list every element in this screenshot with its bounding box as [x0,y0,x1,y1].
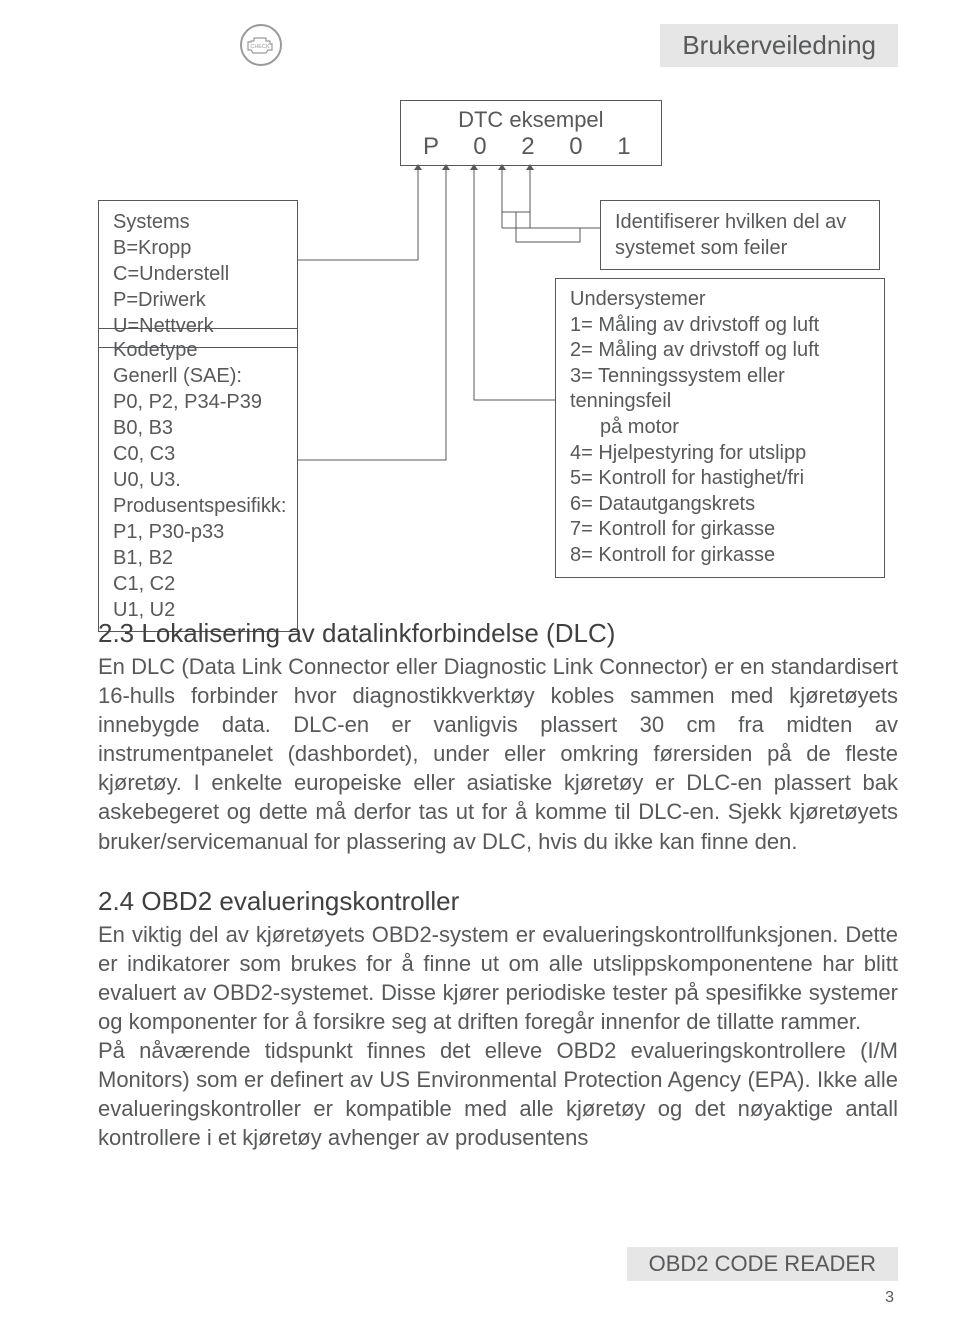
section-2-4-heading: 2.4 OBD2 evalueringskontroller [98,884,898,918]
systems-line: C=Understell [113,261,283,287]
under-line: 2= Måling av drivstoff og luft [570,338,870,364]
kodetype-line: Produsentspesifikk: [113,493,283,519]
kodetype-line: U0, U3. [113,467,283,493]
identifier-box: Identifiserer hvilken del av systemet so… [600,200,880,270]
dtc-title: DTC eksempel [417,107,645,133]
systems-line: B=Kropp [113,235,283,261]
kodetype-line: Generll (SAE): [113,363,283,389]
under-title: Undersystemer [570,287,870,313]
section-2-3-body: En DLC (Data Link Connector eller Diagno… [98,652,898,855]
dtc-digits: P 0 2 0 1 [417,133,645,161]
ident-line: Identifiserer hvilken del av [615,209,865,235]
kodetype-line: B1, B2 [113,545,283,571]
kodetype-line: P0, P2, P34-P39 [113,389,283,415]
under-line: 7= Kontroll for girkasse [570,517,870,543]
page-title: Brukerveiledning [660,24,898,67]
under-line: 5= Kontroll for hastighet/fri [570,466,870,492]
check-engine-icon: CHECK [240,24,282,71]
systems-box: Systems B=Kropp C=Understell P=Driwerk U… [98,200,298,348]
check-label: CHECK [250,44,270,50]
kodetype-box: Kodetype Generll (SAE): P0, P2, P34-P39 … [98,328,298,632]
header-bar: Brukerveiledning [660,24,898,67]
kodetype-line: C0, C3 [113,441,283,467]
kodetype-title: Kodetype [113,337,283,363]
under-line: 4= Hjelpestyring for utslipp [570,441,870,467]
page-number: 3 [885,1289,894,1307]
systems-title: Systems [113,209,283,235]
kodetype-line: C1, C2 [113,571,283,597]
subsystems-box: Undersystemer 1= Måling av drivstoff og … [555,278,885,578]
systems-line: P=Driwerk [113,287,283,313]
section-2-4-body: En viktig del av kjøretøyets OBD2-system… [98,920,898,1152]
section-2-3-heading: 2.3 Lokalisering av datalinkforbindelse … [98,616,898,650]
under-line: 3= Tenningssystem eller tenningsfeil [570,364,870,415]
kodetype-line: P1, P30-p33 [113,519,283,545]
under-line: 8= Kontroll for girkasse [570,543,870,569]
kodetype-line: B0, B3 [113,415,283,441]
footer-label: OBD2 CODE READER [627,1247,898,1281]
under-line: 6= Datautgangskrets [570,492,870,518]
ident-line: systemet som feiler [615,235,865,261]
body-content: 2.3 Lokalisering av datalinkforbindelse … [98,616,898,1152]
under-line: på motor [570,415,870,441]
dtc-example-box: DTC eksempel P 0 2 0 1 [400,100,662,166]
under-line: 1= Måling av drivstoff og luft [570,313,870,339]
